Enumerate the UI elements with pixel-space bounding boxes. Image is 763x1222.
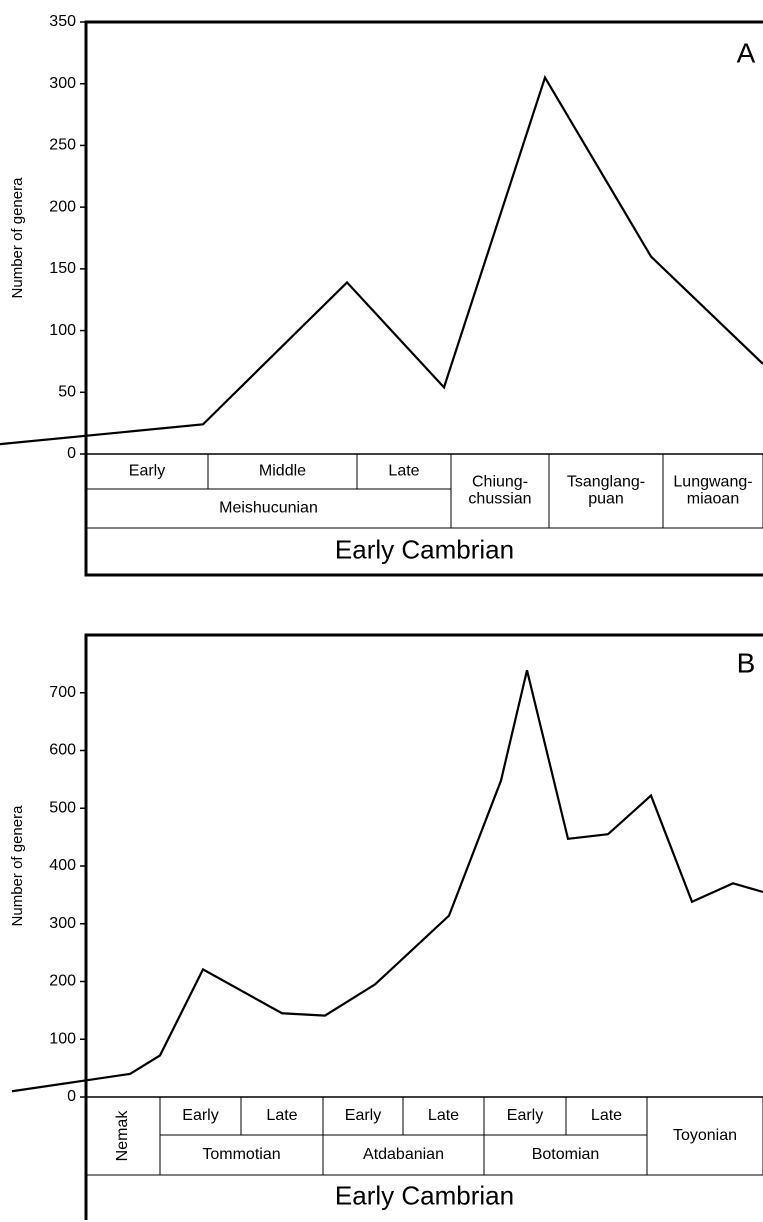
y-tick-label: 300 [49,915,76,932]
y-tick-label: 300 [49,75,76,92]
stage-label: Late [591,1107,622,1124]
stage-label: Early [507,1107,543,1124]
y-tick-label: 500 [49,799,76,816]
y-axis-label: Number of genera [9,177,26,299]
stage-label: chussian [468,491,531,508]
y-tick-label: 150 [49,260,76,277]
stage-label: Middle [259,463,306,480]
y-tick-label: 400 [49,857,76,874]
data-line [11,669,763,1093]
stage-label: miaoan [687,491,739,508]
y-tick-label: 50 [58,384,76,401]
y-axis-label: Number of genera [9,805,26,927]
stage-label: puan [588,491,624,508]
stage-label: Botomian [532,1146,600,1163]
y-tick-label: 250 [49,137,76,154]
stage-label: Late [266,1107,297,1124]
stage-label: Late [428,1107,459,1124]
stage-label: Lungwang- [673,474,752,491]
data-line [0,74,763,446]
stage-label: Tsanglang- [567,474,645,491]
y-tick-label: 200 [49,973,76,990]
y-tick-label: 350 [49,13,76,30]
y-tick-label: 600 [49,742,76,759]
panel-label: B [737,647,756,678]
stage-label: Atdabanian [363,1146,444,1163]
stage-label: Nemak [114,1110,131,1162]
y-tick-label: 700 [49,684,76,701]
panel-label: A [737,37,756,68]
era-label: Early Cambrian [335,1180,514,1210]
y-tick-label: 100 [49,322,76,339]
stage-label: Tommotian [202,1146,280,1163]
stage-label: Early [182,1107,218,1124]
stage-label: Toyonian [673,1127,737,1144]
era-label: Early Cambrian [335,534,514,564]
y-tick-label: 100 [49,1030,76,1047]
stage-label: Early [129,463,165,480]
stage-label: Early [345,1107,381,1124]
y-tick-label: 0 [67,1088,76,1105]
stage-label: Meishucunian [219,500,318,517]
stage-label: Chiung- [472,474,528,491]
y-tick-label: 0 [67,445,76,462]
stage-label: Late [388,463,419,480]
y-tick-label: 200 [49,198,76,215]
